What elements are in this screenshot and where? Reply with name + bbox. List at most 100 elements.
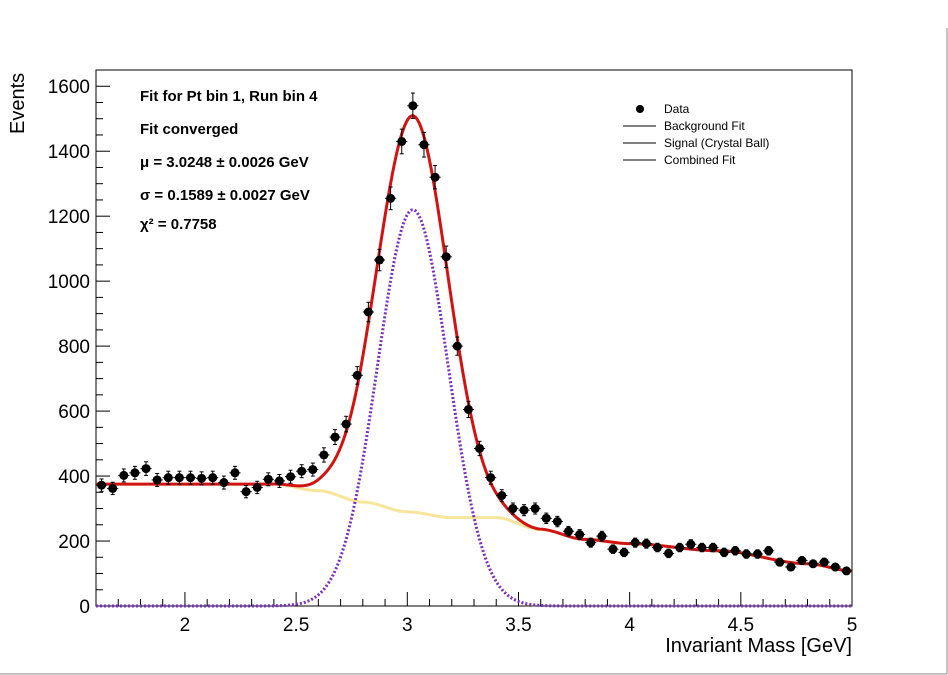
data-marker: [197, 473, 207, 483]
data-point: [218, 475, 230, 490]
data-point: [229, 465, 241, 480]
data-point: [196, 471, 208, 486]
y-tick-label: 1200: [48, 207, 90, 228]
data-point: [574, 529, 586, 540]
legend: Data Background Fit Signal (Crystal Ball…: [613, 100, 783, 167]
data-marker: [519, 505, 529, 515]
data-point: [385, 186, 397, 211]
data-marker: [697, 543, 707, 553]
data-marker: [463, 404, 473, 414]
data-marker: [163, 473, 173, 483]
data-marker: [841, 566, 851, 576]
data-point: [585, 537, 597, 548]
data-point: [285, 469, 297, 484]
data-marker: [486, 473, 496, 483]
data-marker: [119, 470, 129, 480]
stats-line-chi2: χ² = 0.7758: [140, 216, 217, 233]
data-point: [429, 165, 441, 190]
data-marker: [241, 487, 251, 497]
data-marker: [419, 140, 429, 150]
data-marker: [741, 549, 751, 559]
data-marker: [297, 466, 307, 476]
data-point: [173, 470, 185, 485]
data-points: [96, 92, 852, 576]
data-marker: [408, 101, 418, 111]
data-point: [184, 470, 197, 485]
data-marker: [363, 307, 373, 317]
data-point: [507, 502, 519, 515]
data-marker: [564, 526, 573, 536]
data-point: [296, 464, 308, 479]
data-point: [685, 539, 697, 550]
data-marker: [274, 476, 284, 486]
data-marker: [208, 473, 218, 483]
x-tick-label: 2: [180, 615, 191, 636]
data-marker: [186, 473, 195, 483]
data-marker: [152, 475, 162, 485]
data-point: [362, 301, 374, 323]
data-marker: [808, 559, 818, 569]
y-tick-label: 200: [58, 532, 90, 553]
x-tick-label: 5: [847, 615, 858, 636]
y-tick-label: 800: [58, 337, 90, 358]
data-point: [107, 481, 119, 496]
data-marker: [797, 556, 807, 566]
data-marker: [764, 546, 774, 556]
data-point: [118, 468, 130, 483]
data-point: [318, 447, 330, 463]
axis-tick-labels: 2 2.5 3 3.5 4 4.5 5 0 200 400 600 800 1000 1200 1400 16…: [48, 77, 858, 636]
x-tick-label: 2.5: [283, 615, 309, 636]
data-point: [240, 484, 252, 499]
data-point: [340, 415, 352, 433]
data-marker: [252, 482, 262, 492]
data-point: [785, 562, 797, 572]
data-marker: [508, 504, 518, 514]
data-point: [440, 245, 452, 269]
data-point: [329, 429, 341, 446]
data-marker: [386, 193, 396, 203]
data-point: [807, 559, 819, 569]
data-point: [474, 440, 486, 457]
data-marker: [786, 562, 796, 572]
data-point: [562, 525, 575, 537]
data-point: [596, 530, 608, 542]
data-point: [273, 473, 285, 488]
data-marker: [641, 539, 651, 549]
y-tick-label: 1600: [48, 77, 90, 98]
y-tick-label: 600: [58, 402, 90, 423]
data-point: [796, 556, 808, 566]
data-point: [618, 547, 630, 558]
data-point: [840, 566, 852, 576]
data-point: [518, 504, 530, 517]
data-marker: [652, 543, 662, 553]
data-marker: [630, 538, 640, 548]
data-marker: [575, 530, 585, 540]
data-marker: [441, 252, 451, 262]
y-tick-label: 1000: [48, 272, 90, 293]
data-point: [207, 470, 219, 485]
data-point: [251, 480, 263, 495]
data-point: [607, 544, 619, 554]
data-point: [707, 542, 719, 553]
data-marker: [675, 543, 685, 553]
data-marker: [330, 432, 340, 442]
data-point: [629, 537, 641, 548]
data-point: [529, 502, 541, 515]
data-point: [485, 470, 497, 485]
data-point: [129, 465, 141, 480]
data-marker: [352, 370, 362, 380]
data-point: [674, 542, 686, 553]
stats-line-title: Fit for Pt bin 1, Run bin 4: [140, 88, 318, 105]
data-point: [774, 557, 786, 567]
y-axis-title: Events: [7, 73, 29, 134]
legend-item-combined: Combined Fit: [664, 153, 736, 167]
x-tick-label: 4.5: [728, 615, 754, 636]
y-tick-label: 400: [58, 467, 90, 488]
data-point: [162, 470, 174, 485]
data-point: [151, 472, 163, 487]
data-point: [418, 131, 430, 158]
stats-line-converged: Fit converged: [140, 121, 238, 138]
data-marker: [586, 538, 596, 548]
data-point: [763, 546, 775, 556]
